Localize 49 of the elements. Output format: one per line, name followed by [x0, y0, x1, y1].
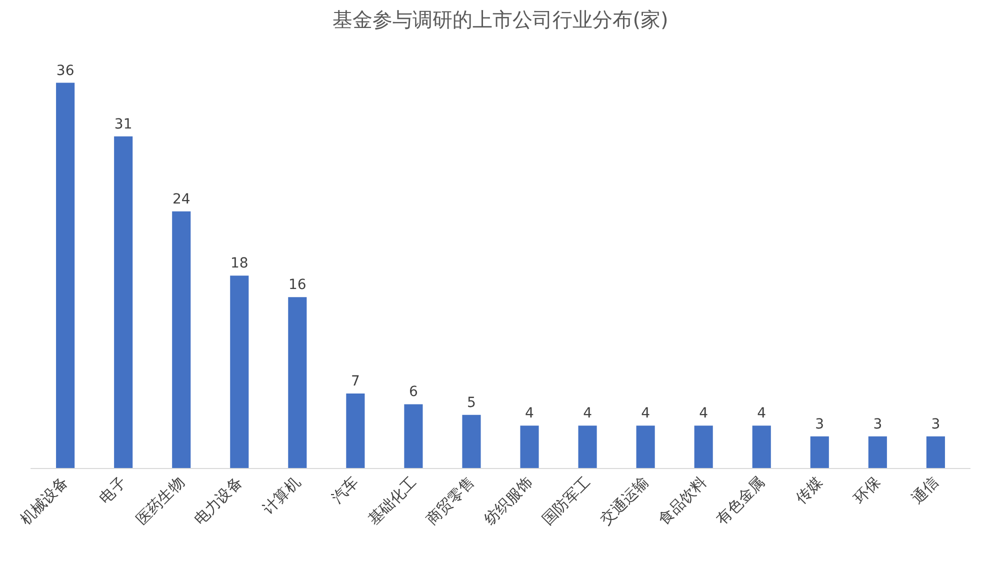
x-tick-label: 医药生物: [132, 473, 188, 528]
data-label: 4: [699, 406, 708, 422]
x-tick-label: 电力设备: [190, 473, 246, 528]
bar: [230, 276, 249, 468]
x-tick-label: 汽车: [328, 473, 362, 508]
data-label: 4: [583, 406, 592, 422]
bar: [520, 426, 539, 468]
data-label: 16: [288, 277, 306, 294]
bar: [288, 297, 307, 468]
bar: [694, 426, 713, 468]
bar: [752, 426, 771, 468]
bar: [346, 394, 365, 468]
chart-title: 基金参与调研的上市公司行业分布(家): [332, 8, 668, 32]
data-label: 18: [230, 256, 248, 272]
data-label: 7: [350, 374, 360, 390]
data-label: 36: [56, 62, 74, 79]
bar: [114, 136, 133, 468]
data-label: 3: [931, 416, 940, 432]
bar: [636, 426, 655, 468]
x-tick-label: 有色金属: [712, 473, 768, 528]
bar: [578, 426, 597, 468]
bar: [868, 436, 887, 468]
data-label: 6: [409, 384, 418, 400]
x-tick-label: 电子: [96, 473, 130, 508]
data-label: 4: [641, 406, 650, 422]
x-tick-label: 基础化工: [364, 473, 420, 528]
x-tick-label: 国防军工: [538, 473, 594, 528]
data-label: 3: [815, 416, 824, 432]
bar: [462, 414, 481, 468]
data-label: 3: [873, 416, 882, 432]
x-tick-label: 纺织服饰: [480, 473, 536, 528]
bar: [926, 436, 945, 468]
bar: [810, 436, 829, 468]
x-tick-label: 计算机: [259, 473, 304, 518]
bar: [404, 404, 423, 468]
data-label: 4: [757, 406, 766, 422]
x-tick-label: 交通运输: [596, 473, 652, 528]
data-label: 24: [172, 191, 190, 208]
data-label: 4: [525, 406, 534, 422]
data-label: 31: [114, 116, 132, 132]
x-tick-label: 食品饮料: [654, 473, 710, 528]
x-tick-label: 传媒: [792, 473, 826, 508]
x-tick-label: 机械设备: [16, 473, 72, 528]
bar: [56, 82, 75, 468]
data-label: 5: [467, 394, 476, 411]
x-tick-label: 商贸零售: [422, 473, 478, 528]
x-tick-label: 环保: [850, 473, 884, 508]
x-tick-label: 通信: [908, 473, 942, 508]
bar: [172, 211, 191, 468]
